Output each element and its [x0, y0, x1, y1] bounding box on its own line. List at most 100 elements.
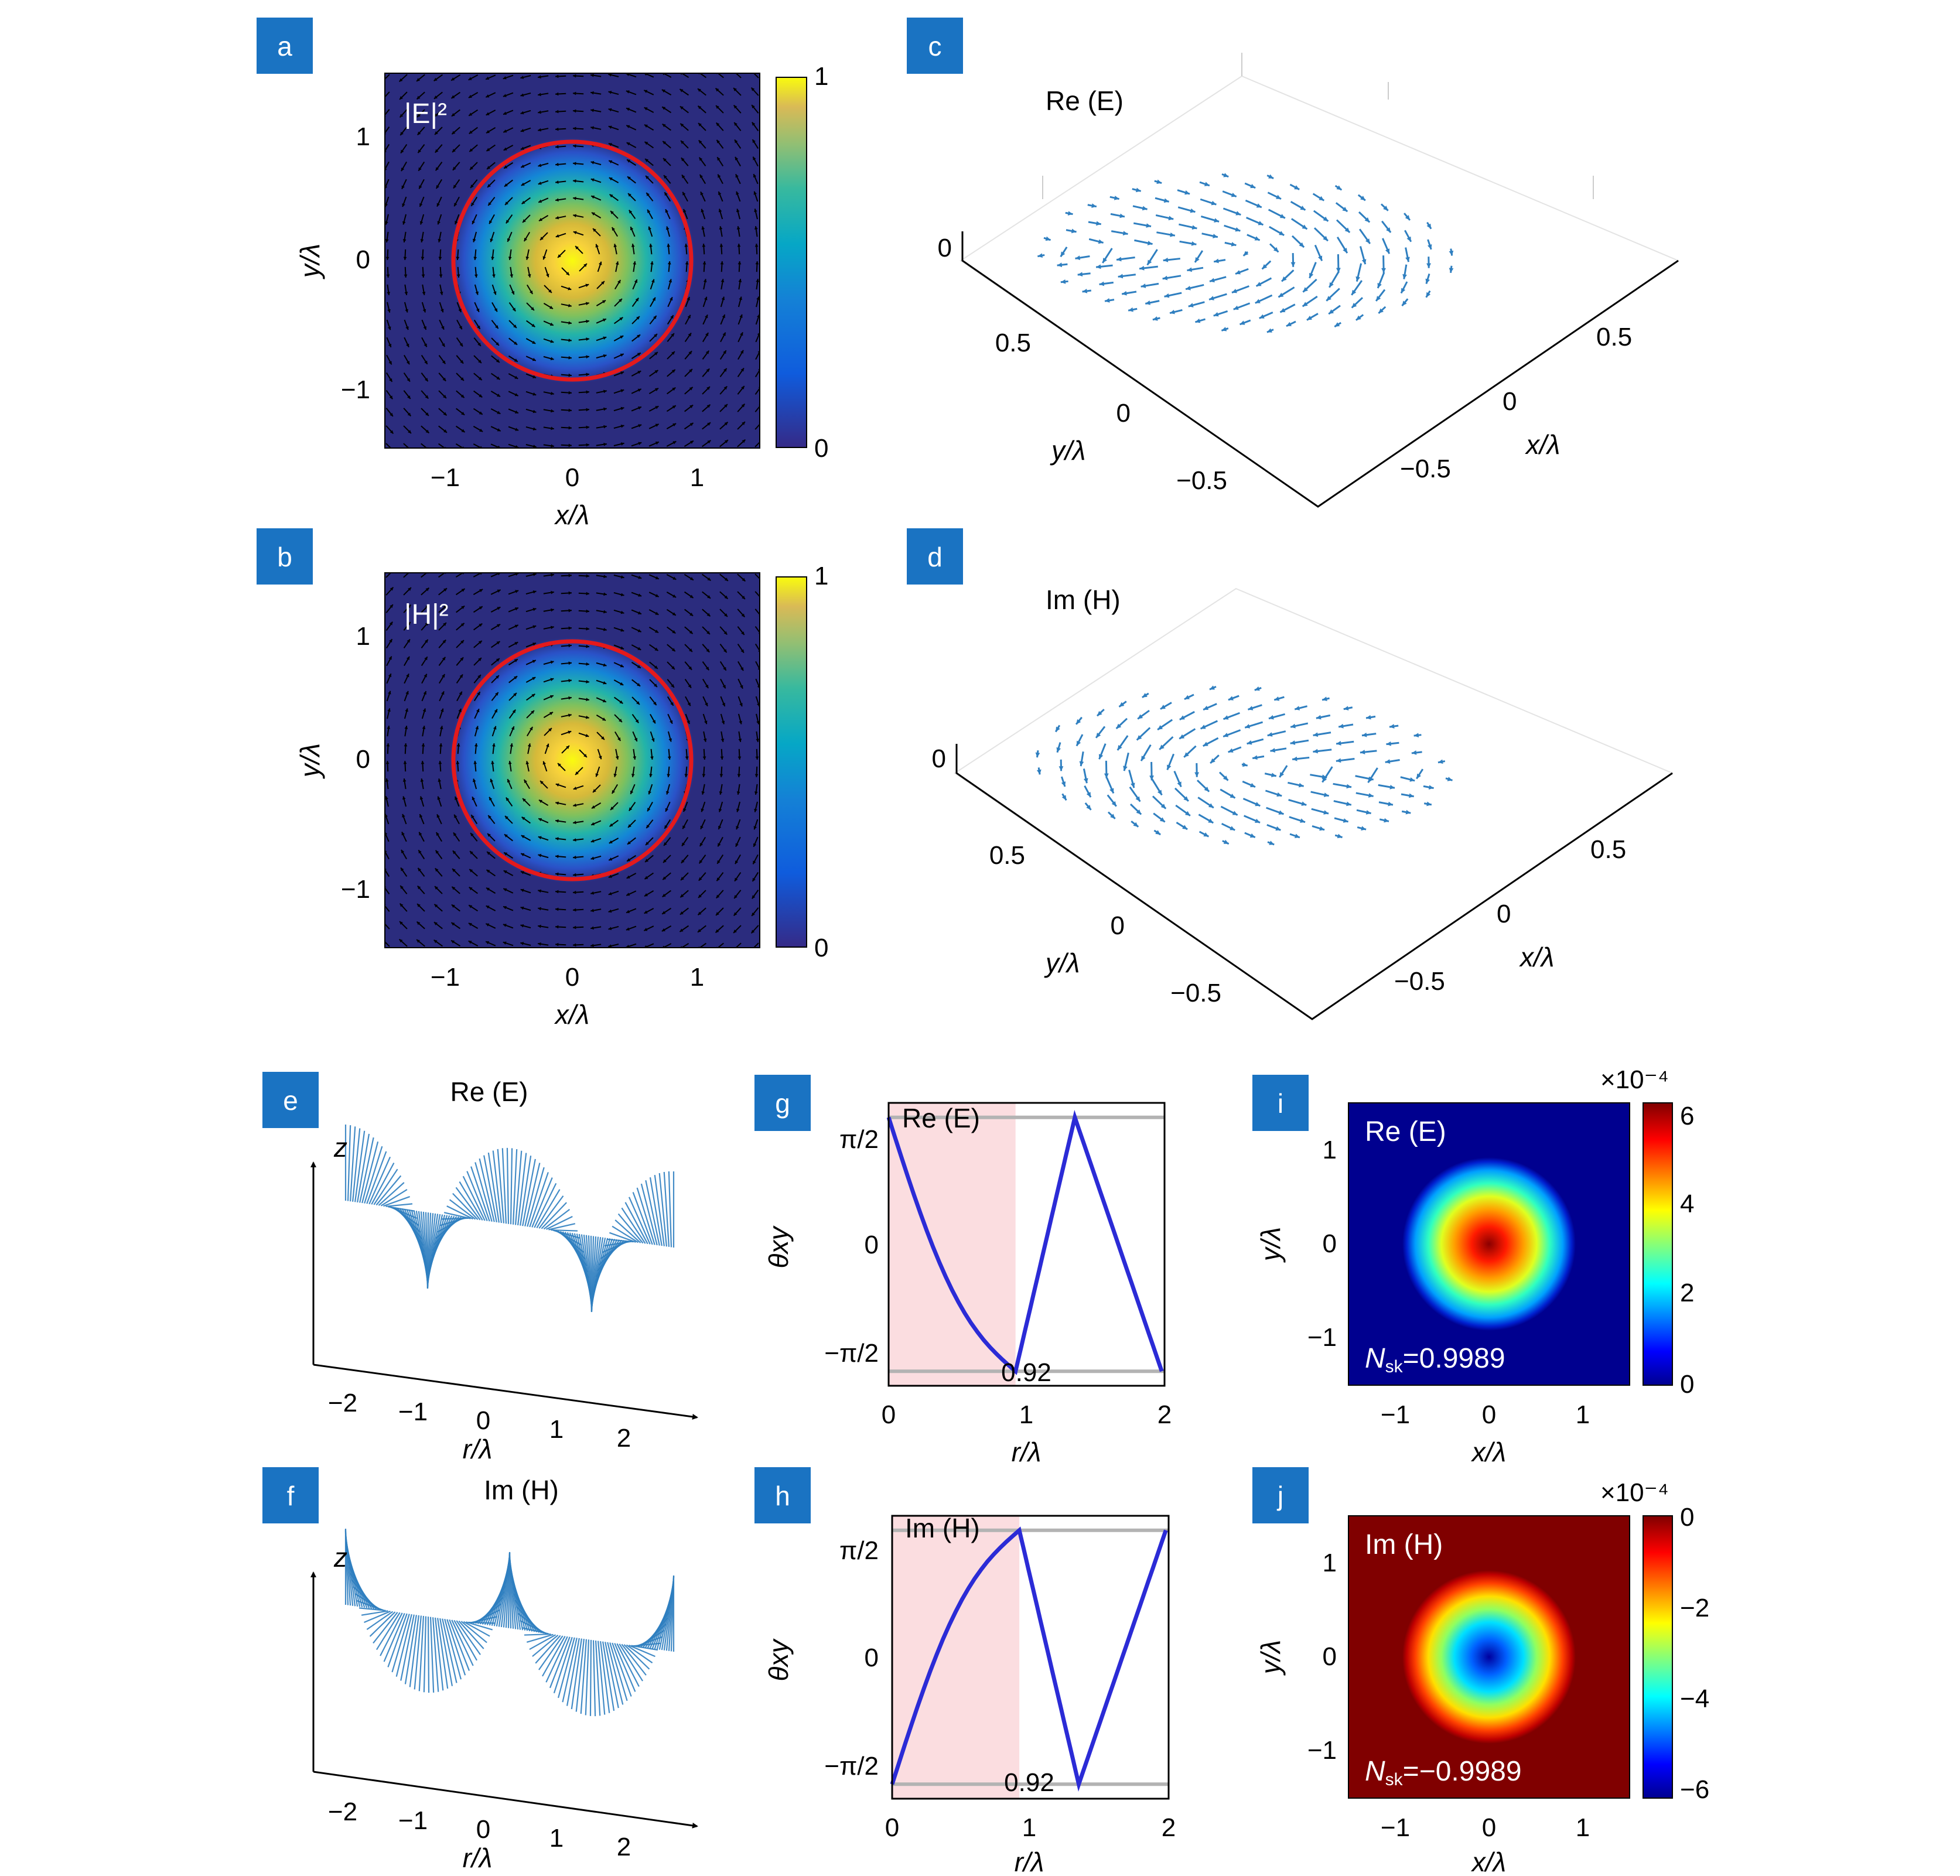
field-arrow-head — [620, 610, 624, 614]
chain-arrow — [534, 1183, 557, 1228]
field-arrow-head — [504, 852, 508, 856]
field-arrow-head — [451, 940, 455, 944]
field-arrow-head — [603, 389, 607, 394]
quiver-arrow-head — [1139, 265, 1145, 271]
quiver-arrow-head — [1351, 289, 1357, 295]
field-arrow-head — [665, 791, 670, 795]
field-arrow-head — [525, 761, 530, 764]
field-arrow-head — [615, 756, 619, 760]
field-arrow-head — [718, 209, 722, 213]
quiver-arrow-head — [1097, 710, 1102, 716]
field-arrow-head — [741, 613, 745, 617]
theta-curve — [890, 1526, 1168, 1792]
field-arrow-head — [495, 692, 498, 696]
quiver-arrow-head — [1096, 264, 1101, 269]
quiver-arrow-head — [1361, 732, 1367, 737]
field-arrow-head — [472, 238, 476, 242]
field-arrow — [755, 661, 760, 671]
quiver-arrow-head — [1155, 830, 1161, 835]
field-arrow-head — [433, 939, 438, 944]
xlabel-h: r/λ — [1015, 1847, 1044, 1876]
field-arrow-head — [740, 332, 743, 336]
quiver-arrow-head — [1232, 811, 1238, 815]
field-arrow-head — [646, 825, 650, 829]
chain-arrow — [462, 1176, 486, 1221]
field-arrow-head — [619, 317, 623, 321]
chain-arrow — [566, 1638, 580, 1706]
quiver-arrow-head — [1309, 272, 1314, 278]
field-arrow-head — [425, 378, 428, 382]
chain-arrow — [458, 1620, 484, 1649]
quiver-arrow-head — [1191, 241, 1197, 246]
field-arrow-head — [407, 604, 411, 609]
quiver-arrow-head — [1258, 221, 1264, 225]
quiver-arrow-head — [1294, 833, 1300, 838]
field-arrow-head — [609, 160, 613, 164]
field-arrow-head — [724, 578, 728, 581]
field-arrow-head — [651, 738, 655, 742]
field-arrow-head — [520, 906, 524, 910]
field-arrow-head — [478, 658, 482, 661]
quiver-arrow-head — [1061, 795, 1067, 801]
quiver-arrow-head — [1426, 801, 1432, 807]
field-arrow-head — [568, 303, 572, 307]
panel-a: a |E|² 1 0 1 0 −1 −1 0 1 x/λ y/λ — [257, 18, 828, 530]
chain-arrow — [385, 1203, 413, 1207]
field-arrow-head — [542, 256, 546, 260]
quiver-arrow-head — [1110, 814, 1115, 819]
ylabel-b: y/λ — [295, 743, 325, 779]
ytick-i-m1: −1 — [1307, 1323, 1337, 1352]
ytick-c-05: 0.5 — [995, 329, 1031, 357]
quiver-arrow-head — [1230, 826, 1235, 831]
quiver-arrow-head — [1389, 785, 1395, 790]
field-arrow-head — [416, 95, 421, 100]
field-arrow-head — [590, 73, 594, 77]
field-arrow-head — [722, 315, 725, 319]
colorbar-b — [776, 576, 807, 948]
field-arrow-head — [514, 341, 518, 345]
field-arrow-head — [652, 297, 655, 301]
field-arrow-head — [532, 392, 537, 396]
quiver-arrow-head — [1409, 793, 1414, 798]
field-arrow-head — [626, 125, 630, 128]
field-arrow-head — [438, 761, 442, 764]
field-arrow-head — [550, 660, 554, 664]
chain-arrow — [492, 1150, 502, 1224]
field-arrow-head — [655, 423, 659, 427]
chain-arrow — [524, 1163, 541, 1226]
field-arrow-head — [461, 429, 465, 432]
field-arrow-head — [385, 257, 390, 260]
chain-arrow — [538, 1195, 564, 1229]
quiver-arrow-head — [1163, 257, 1169, 262]
xlabel-e: r/λ — [463, 1434, 493, 1464]
field-arrow-head — [733, 912, 737, 916]
field-arrow-head — [424, 657, 428, 661]
field-arrow — [385, 143, 390, 152]
field-arrow — [699, 73, 706, 78]
field-arrow-head — [555, 837, 559, 840]
field-arrow-head — [590, 856, 595, 860]
ztick-c-0: 0 — [938, 234, 952, 262]
field-arrow-head — [491, 257, 494, 260]
field-arrow-head — [681, 859, 685, 863]
quiver-arrow-head — [1208, 818, 1214, 823]
field-arrow-head — [472, 778, 476, 782]
quiver-arrow-head — [1210, 758, 1215, 764]
quiver-arrow-head — [1056, 726, 1060, 732]
field-arrow-head — [735, 156, 739, 160]
field-arrow-head — [590, 908, 594, 913]
field-arrow-head — [532, 445, 537, 448]
field-arrow-head — [739, 314, 743, 318]
field-arrow-head — [722, 702, 725, 706]
field-arrow-head — [620, 424, 624, 428]
field-arrow-head — [434, 113, 438, 117]
chain-arrow — [375, 1175, 402, 1206]
cb-j-0: 0 — [1680, 1503, 1694, 1532]
field-arrow-head — [737, 774, 741, 777]
field-arrow-head — [549, 306, 554, 309]
field-arrow-head — [619, 719, 622, 722]
field-arrow-head — [399, 96, 403, 100]
xtick-f-1: 1 — [549, 1824, 564, 1853]
field-arrow-head — [608, 944, 612, 948]
quiver-arrow-head — [1228, 696, 1234, 700]
